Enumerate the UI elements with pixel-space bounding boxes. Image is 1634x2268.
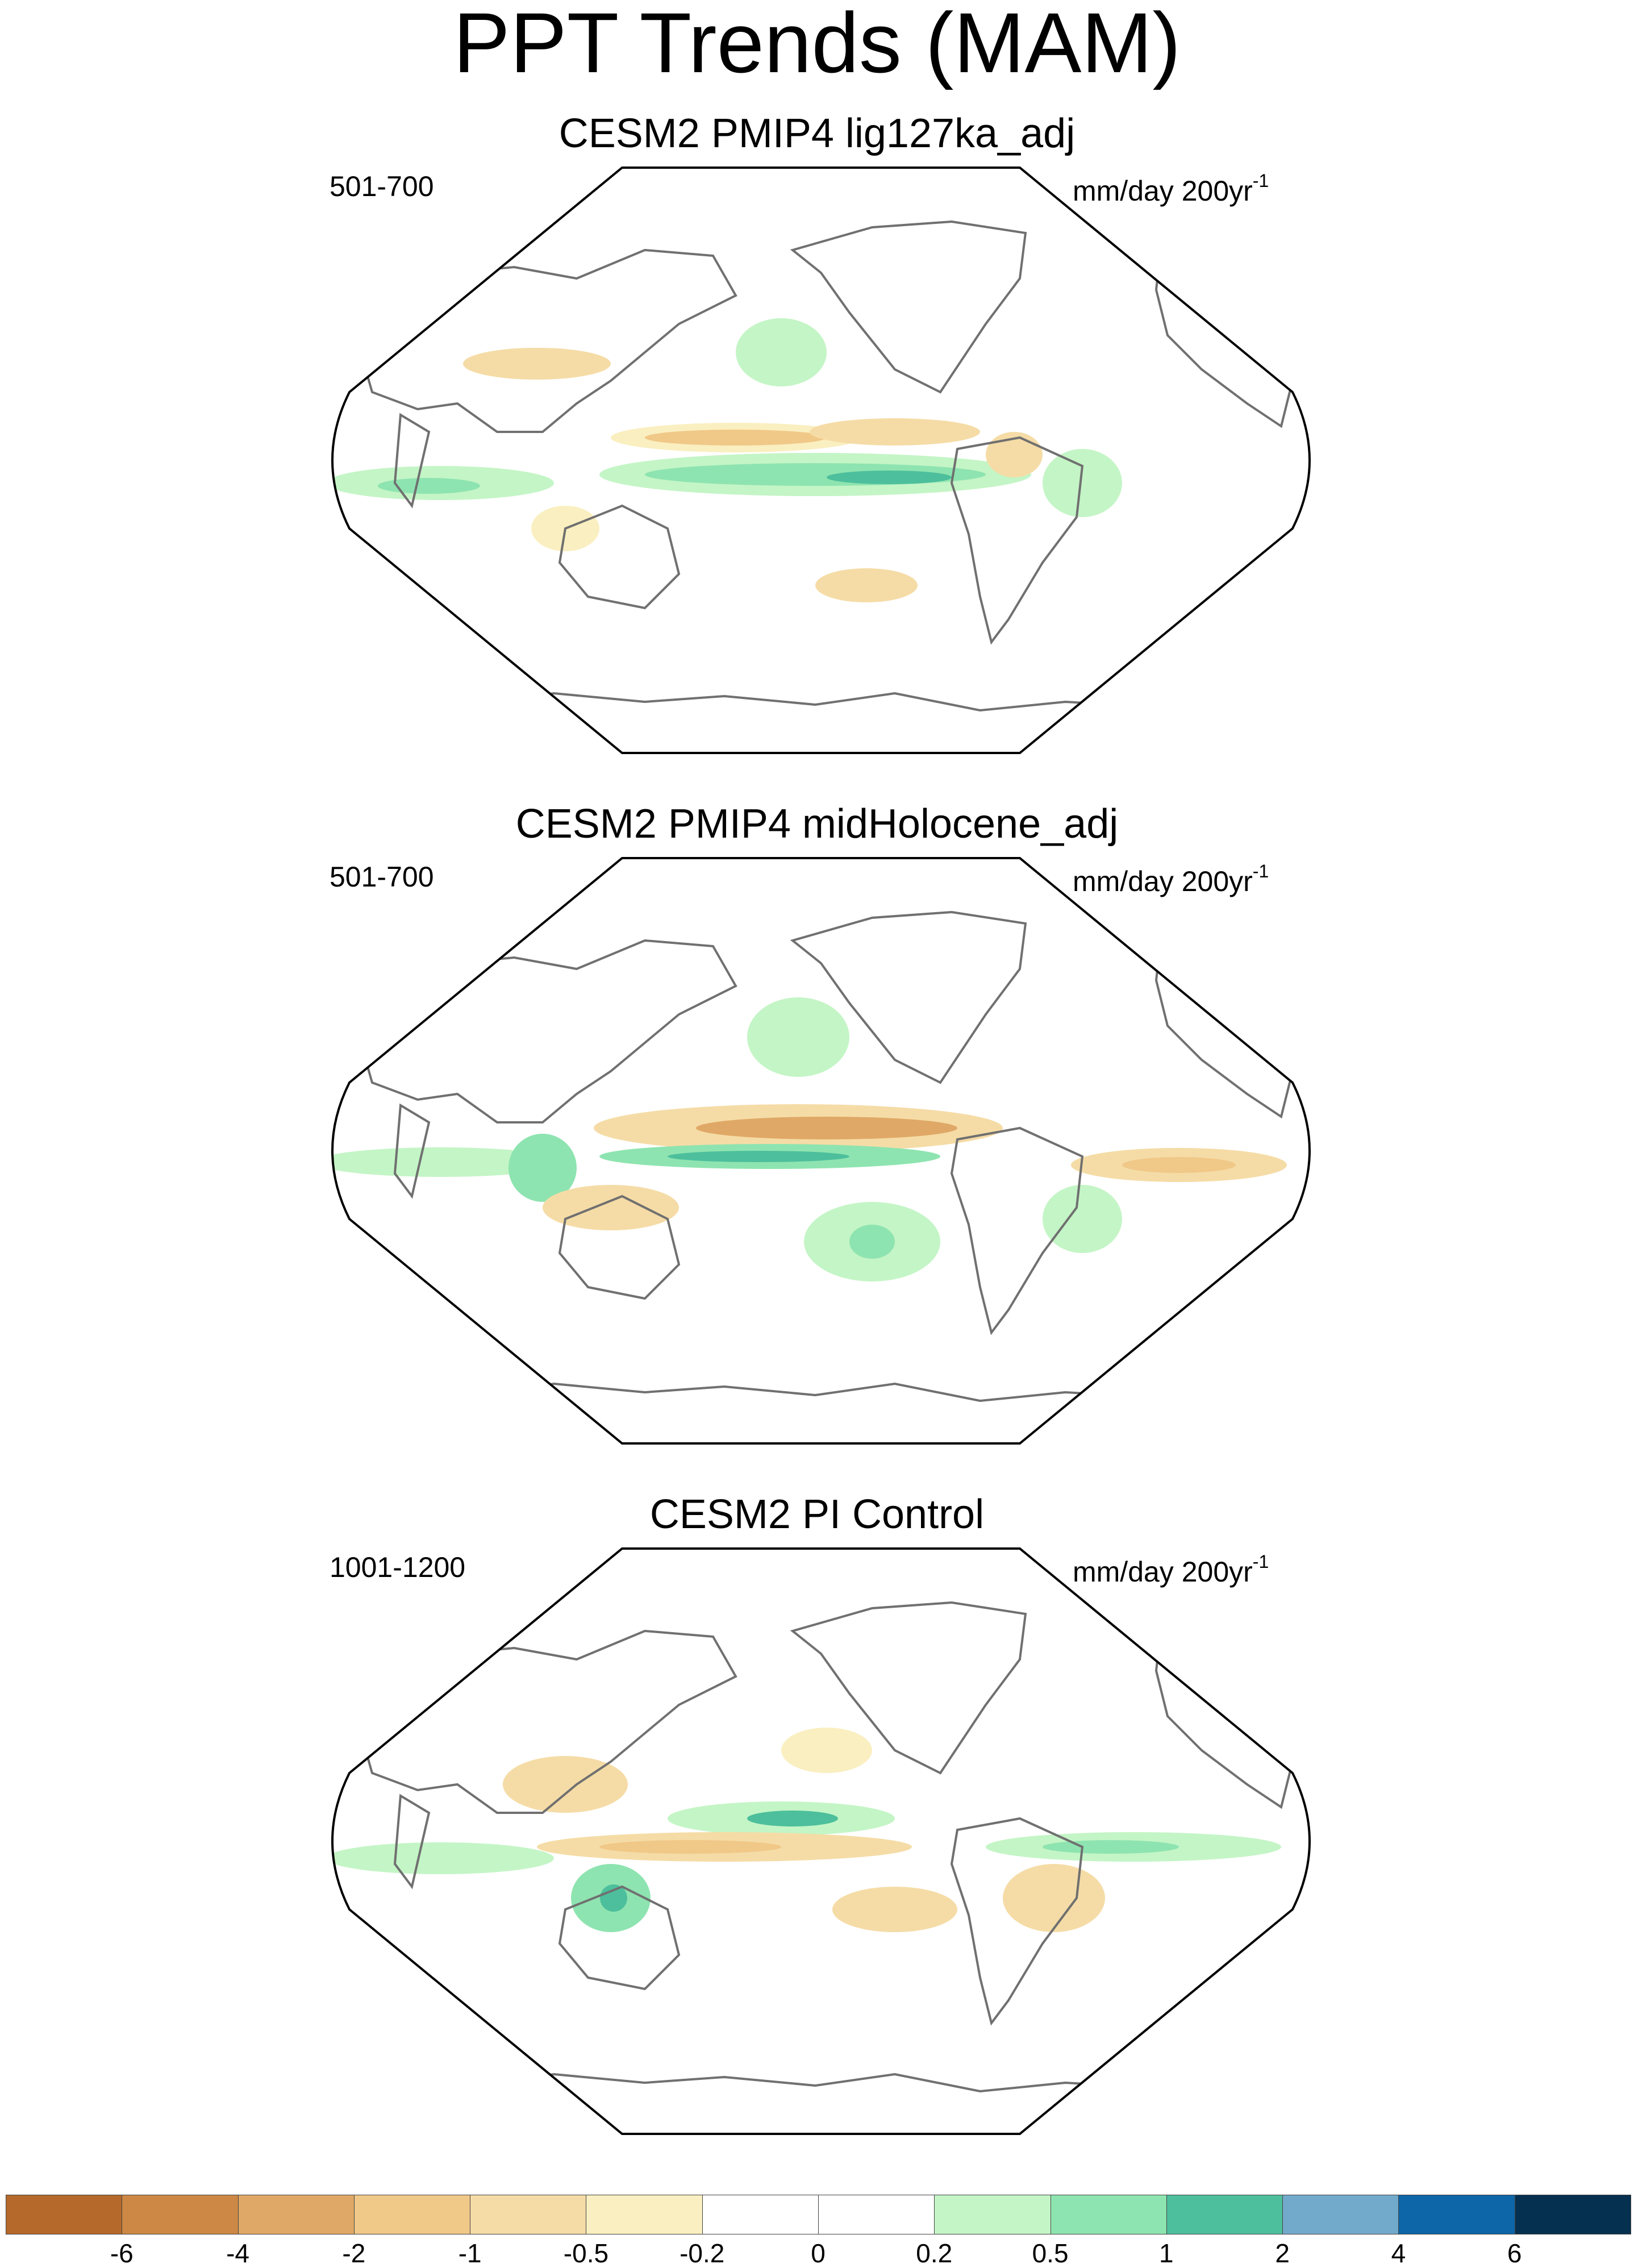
precip-anomaly-field bbox=[332, 997, 1287, 1281]
eurasia-coastline bbox=[359, 939, 737, 1123]
period-label: 501-700 bbox=[330, 170, 434, 202]
colorbar-swatch bbox=[122, 2195, 239, 2234]
australia-coastline bbox=[558, 504, 681, 610]
wet-anomaly-shading bbox=[747, 997, 849, 1077]
precip-trend-map bbox=[331, 167, 1311, 754]
colorbar-swatch bbox=[702, 2195, 819, 2234]
colorbar-tick-label: -2 bbox=[342, 2238, 366, 2268]
colorbar-swatch bbox=[1514, 2195, 1631, 2234]
colorbar-swatch bbox=[586, 2195, 703, 2234]
colorbar-tick-label: -1 bbox=[458, 2238, 482, 2268]
dry-anomaly-shading bbox=[463, 348, 611, 380]
wet-anomaly-shading bbox=[332, 1842, 554, 1874]
colorbar-swatch bbox=[6, 2195, 123, 2234]
eurasia-coastline bbox=[359, 248, 737, 433]
coastlines bbox=[359, 1601, 1294, 2093]
coastlines bbox=[359, 220, 1294, 712]
wet-anomaly-shading bbox=[849, 1225, 895, 1259]
dry-anomaly-shading bbox=[543, 1185, 679, 1230]
colorbar-tick-label: 0 bbox=[811, 2238, 826, 2268]
north-america-coastline bbox=[790, 1601, 1027, 1775]
colorbar-tick-label: 2 bbox=[1275, 2238, 1290, 2268]
south-america-coastline bbox=[950, 1817, 1084, 2026]
panel-title: CESM2 PMIP4 midHolocene_adj bbox=[515, 801, 1119, 847]
precip-trend-map bbox=[331, 1547, 1311, 2135]
colorbar-tick-label: 1 bbox=[1159, 2238, 1174, 2268]
wet-anomaly-shading bbox=[508, 1134, 577, 1202]
antarctica-coastline bbox=[474, 692, 1168, 712]
india-coastline bbox=[393, 1793, 431, 1890]
india-coastline bbox=[393, 1103, 431, 1199]
wet-anomaly-shading bbox=[600, 1884, 627, 1912]
units-label: mm/day 200yr-1 bbox=[1073, 861, 1269, 897]
map-boundary bbox=[331, 1547, 1311, 2135]
colorbar-tick-label: -0.5 bbox=[563, 2238, 609, 2268]
antarctica-coastline bbox=[474, 1382, 1168, 1403]
colorbar-tick-label: 4 bbox=[1391, 2238, 1406, 2268]
dry-anomaly-shading bbox=[832, 1887, 957, 1932]
colorbar-swatch bbox=[470, 2195, 587, 2234]
wet-anomaly-shading bbox=[332, 1147, 565, 1177]
colorbar-swatch bbox=[1166, 2195, 1283, 2234]
precip-anomaly-field bbox=[332, 318, 1122, 602]
map-boundary bbox=[331, 167, 1311, 754]
colorbar-tick-label: -0.2 bbox=[680, 2238, 725, 2268]
colorbar-tick-label: 0.5 bbox=[1032, 2238, 1069, 2268]
wet-anomaly-shading bbox=[736, 318, 827, 386]
dry-anomaly-shading bbox=[815, 568, 918, 602]
north-america-coastline bbox=[790, 220, 1027, 394]
figure-title: PPT Trends (MAM) bbox=[453, 0, 1181, 90]
dry-anomaly-shading bbox=[1003, 1864, 1105, 1932]
units-label: mm/day 200yr-1 bbox=[1073, 170, 1269, 207]
colorbar bbox=[6, 2195, 1631, 2236]
dry-anomaly-shading bbox=[986, 432, 1043, 477]
colorbar-tick-label: -4 bbox=[226, 2238, 250, 2268]
wet-anomaly-shading bbox=[827, 471, 952, 484]
eurasia-coastline bbox=[359, 1629, 737, 1814]
units-label: mm/day 200yr-1 bbox=[1073, 1551, 1269, 1588]
map-boundary bbox=[331, 857, 1311, 1445]
dry-anomaly-shading bbox=[810, 418, 980, 446]
colorbar-swatch bbox=[353, 2195, 471, 2234]
colorbar-tick-label: 0.2 bbox=[916, 2238, 953, 2268]
antarctica-coastline bbox=[474, 2073, 1168, 2093]
panel-title: CESM2 PI Control bbox=[649, 1492, 985, 1537]
colorbar-swatch bbox=[1282, 2195, 1399, 2234]
dry-anomaly-shading bbox=[1122, 1157, 1236, 1173]
dry-anomaly-shading bbox=[599, 1840, 781, 1854]
wet-anomaly-shading bbox=[747, 1811, 838, 1826]
dry-anomaly-shading bbox=[696, 1117, 957, 1139]
wet-anomaly-shading bbox=[1043, 449, 1122, 517]
wet-anomaly-shading bbox=[1043, 1185, 1122, 1253]
colorbar-tick-label: -6 bbox=[110, 2238, 134, 2268]
colorbar-swatch bbox=[818, 2195, 935, 2234]
period-label: 501-700 bbox=[330, 861, 434, 893]
dry-anomaly-shading bbox=[781, 1728, 872, 1773]
period-label: 1001-1200 bbox=[330, 1551, 466, 1583]
india-coastline bbox=[393, 413, 431, 509]
coastlines bbox=[359, 910, 1294, 1403]
wet-anomaly-shading bbox=[668, 1151, 849, 1162]
australia-coastline bbox=[558, 1885, 681, 1991]
colorbar-swatch bbox=[1050, 2195, 1167, 2234]
colorbar-swatch bbox=[1398, 2195, 1515, 2234]
dry-anomaly-shading bbox=[645, 430, 827, 446]
panel-title: CESM2 PMIP4 lig127ka_adj bbox=[558, 111, 1076, 156]
colorbar-swatch bbox=[934, 2195, 1051, 2234]
south-america-coastline bbox=[950, 1126, 1084, 1335]
south-america-coastline bbox=[950, 436, 1084, 645]
australia-coastline bbox=[558, 1195, 681, 1300]
north-america-coastline bbox=[790, 910, 1027, 1084]
colorbar-tick-label: 6 bbox=[1507, 2238, 1522, 2268]
wet-anomaly-shading bbox=[378, 478, 480, 494]
colorbar-swatch bbox=[237, 2195, 355, 2234]
wet-anomaly-shading bbox=[1043, 1840, 1179, 1854]
dry-anomaly-shading bbox=[503, 1756, 628, 1813]
precip-trend-map bbox=[331, 857, 1311, 1445]
